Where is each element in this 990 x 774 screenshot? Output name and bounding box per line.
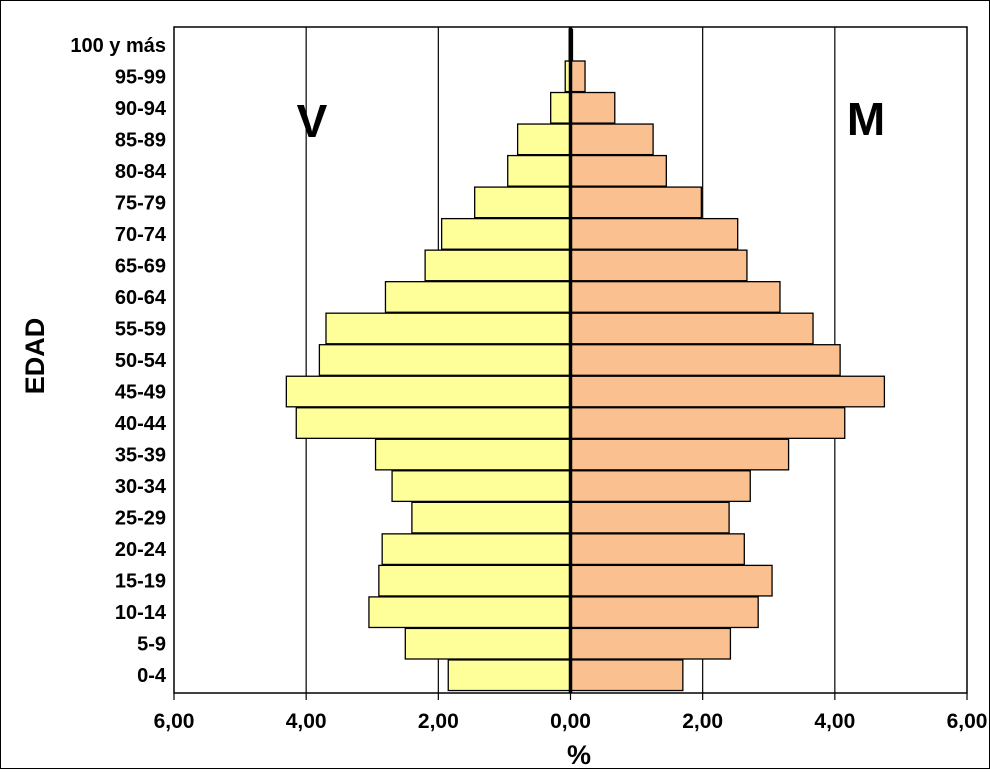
x-tick-label: 6,00 xyxy=(947,710,988,733)
bar-m xyxy=(569,281,781,313)
category-label: 45-49 xyxy=(115,382,166,404)
x-axis-title: % xyxy=(567,740,591,769)
bar-m xyxy=(569,154,667,187)
bar-m xyxy=(569,249,748,282)
bar-v xyxy=(424,249,572,282)
category-label: 50-54 xyxy=(115,350,167,372)
category-label: 30-34 xyxy=(115,476,167,498)
bar-m xyxy=(569,596,759,629)
bar-v xyxy=(447,659,572,692)
bar-m xyxy=(569,470,751,503)
category-label: 55-59 xyxy=(115,318,166,340)
bar-m xyxy=(569,344,841,376)
category-label: 90-94 xyxy=(115,98,167,120)
bar-v xyxy=(325,312,572,345)
category-label: 100 y más xyxy=(70,35,166,57)
bar-v xyxy=(368,596,572,629)
category-label: 15-19 xyxy=(115,571,166,593)
bar-v xyxy=(318,344,572,376)
category-label: 0-4 xyxy=(137,665,167,687)
category-label: 70-74 xyxy=(115,224,167,246)
bar-v xyxy=(378,564,572,597)
bar-m xyxy=(569,438,790,471)
x-tick-label: 4,00 xyxy=(286,710,327,733)
bar-m xyxy=(569,60,586,93)
bar-m xyxy=(569,312,814,345)
bar-v xyxy=(384,281,572,313)
x-tick-label: 2,00 xyxy=(682,710,723,733)
category-label: 40-44 xyxy=(115,413,167,435)
category-label: 95-99 xyxy=(115,66,166,88)
x-tick-label: 6,00 xyxy=(154,710,195,733)
y-axis-title: EDAD xyxy=(20,318,50,395)
bar-v xyxy=(516,123,572,156)
bar-v xyxy=(285,375,572,408)
x-tick-label: 0,00 xyxy=(550,710,591,733)
category-label: 80-84 xyxy=(115,161,167,183)
category-label: 65-69 xyxy=(115,255,166,277)
category-label: 25-29 xyxy=(115,508,166,530)
bar-v xyxy=(411,501,572,534)
category-label: 75-79 xyxy=(115,192,166,214)
bar-v xyxy=(440,217,572,250)
x-tick-label: 4,00 xyxy=(814,710,855,733)
bar-m xyxy=(569,186,702,219)
category-label: 60-64 xyxy=(115,287,167,309)
bar-m xyxy=(569,407,846,439)
bar-v xyxy=(404,627,572,660)
series-v-label: V xyxy=(297,95,328,147)
category-label: 85-89 xyxy=(115,129,166,151)
bar-m xyxy=(569,91,616,124)
category-label: 10-14 xyxy=(115,602,167,624)
bar-m xyxy=(569,501,730,534)
bar-m xyxy=(569,375,886,408)
bar-m xyxy=(569,564,773,597)
bar-m xyxy=(569,659,684,692)
series-v-bars xyxy=(285,28,572,692)
bar-m xyxy=(569,217,739,250)
category-label: 5-9 xyxy=(137,634,166,656)
bar-v xyxy=(550,91,572,124)
bar-v xyxy=(381,533,572,566)
bar-m xyxy=(569,627,732,660)
x-tick-labels: 6,00 4,00 2,00 0,00 2,00 4,00 6,00 xyxy=(154,710,988,733)
category-labels: 0-4 5-9 10-14 15-19 20-24 25-29 30-34 35-39 40-4… xyxy=(70,35,167,687)
bar-v xyxy=(391,470,572,503)
bar-m xyxy=(569,123,654,156)
series-m-bars xyxy=(569,28,886,692)
x-tick-label: 2,00 xyxy=(418,710,459,733)
category-label: 35-39 xyxy=(115,445,166,467)
bar-v xyxy=(474,186,572,219)
bar-v xyxy=(374,438,572,471)
category-label: 20-24 xyxy=(115,539,167,561)
series-m-label: M xyxy=(847,93,885,145)
bar-m xyxy=(569,533,745,566)
bar-v xyxy=(507,154,572,187)
bar-v xyxy=(295,407,572,439)
